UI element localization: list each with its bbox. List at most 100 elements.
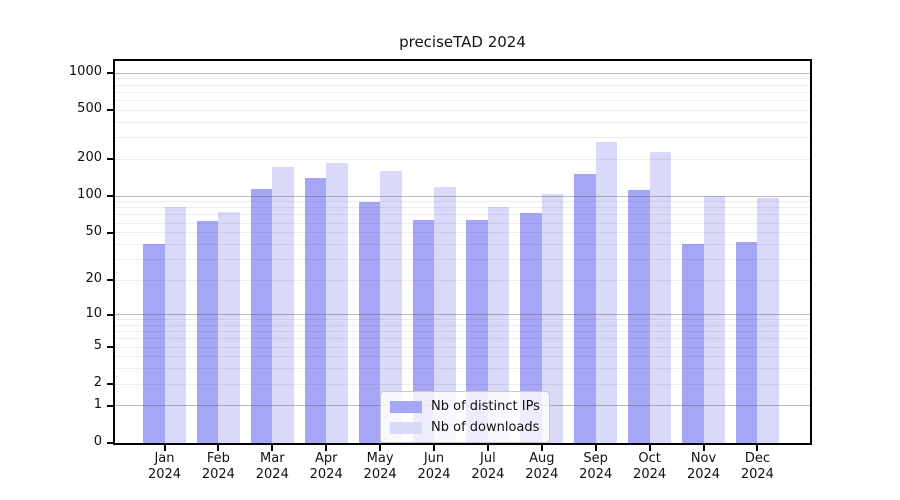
gridline-minor-6 (115, 338, 810, 340)
y-tick-label-2: 2 (93, 375, 102, 391)
gridline-minor-30 (115, 258, 810, 260)
bar-nov-downloads (703, 196, 725, 443)
y-tick-label-100: 100 (77, 187, 102, 203)
x-tick-month-jun: Jun (423, 451, 445, 466)
x-tick-jun (433, 445, 435, 451)
y-tick-label-1: 1 (93, 396, 102, 412)
bar-aug-distinct-ips (520, 212, 542, 443)
bar-sep-distinct-ips (574, 174, 596, 443)
gridline-minor-3 (115, 368, 810, 370)
x-tick-year-dec: 2024 (740, 467, 774, 482)
y-tick-1 (107, 404, 115, 407)
bar-feb-downloads (218, 212, 240, 443)
y-tick-1000 (107, 72, 115, 75)
y-tick-10 (107, 313, 115, 316)
bar-sep-downloads (595, 141, 618, 443)
gridline-minor-4 (115, 356, 810, 358)
gridline-minor-70 (115, 214, 810, 216)
x-tick-sep (594, 445, 597, 451)
x-tick-year-jun: 2024 (417, 467, 451, 482)
bar-dec-distinct-ips (735, 241, 758, 443)
plot-area (113, 59, 812, 445)
x-tick-month-may: May (366, 451, 394, 466)
x-tick-nov (702, 445, 705, 451)
y-tick-0 (107, 442, 115, 444)
gridline-minor-700 (115, 91, 810, 93)
bar-layer (115, 61, 810, 443)
bar-nov-distinct-ips (682, 244, 704, 443)
x-tick-label-jun: Jun 2024 (402, 451, 466, 483)
gridline-minor-60 (115, 222, 810, 224)
x-tick-label-jan: Jan 2024 (133, 451, 197, 483)
gridline-minor-800 (115, 84, 810, 86)
x-tick-month-jul: Jul (480, 451, 496, 466)
y-tick-label-200: 200 (77, 150, 102, 166)
bar-dec-downloads (757, 198, 779, 443)
bar-mar-distinct-ips (250, 188, 273, 443)
bar-may-distinct-ips (358, 201, 381, 443)
y-tick-2 (107, 383, 115, 386)
x-tick-feb (217, 445, 220, 451)
y-tick-label-0: 0 (93, 434, 102, 449)
x-tick-month-jan: Jan (154, 451, 175, 466)
y-tick-label-1000: 1000 (68, 64, 102, 80)
x-tick-month-oct: Oct (638, 451, 661, 466)
x-tick-may (379, 445, 382, 451)
gridline-minor-900 (115, 78, 810, 80)
x-tick-apr (325, 445, 328, 451)
gridline-minor-2 (115, 383, 810, 385)
x-tick-year-sep: 2024 (579, 467, 613, 482)
gridline-minor-80 (115, 207, 810, 209)
x-tick-year-feb: 2024 (201, 467, 235, 482)
gridline-minor-20 (115, 279, 810, 281)
bar-jun-distinct-ips (412, 219, 434, 443)
x-tick-jan (163, 445, 166, 451)
gridline-minor-500 (115, 109, 810, 111)
bar-jan-downloads (164, 206, 186, 443)
x-tick-label-feb: Feb 2024 (186, 451, 250, 483)
x-tick-mar (271, 445, 274, 451)
gridline-minor-9 (115, 319, 810, 321)
bar-oct-distinct-ips (628, 190, 650, 443)
y-tick-label-5: 5 (93, 338, 102, 354)
y-tick-500 (107, 109, 115, 112)
chart-title: preciseTAD 2024 (399, 33, 526, 51)
x-tick-label-jul: Jul 2024 (456, 451, 520, 483)
gridline-minor-200 (115, 158, 810, 160)
x-tick-month-apr: Apr (314, 451, 338, 466)
bar-jul-downloads (487, 206, 510, 443)
legend-item-distinct-ips: Nb of distinct IPs (390, 397, 540, 416)
y-tick-200 (107, 158, 115, 161)
x-tick-label-may: May 2024 (348, 451, 412, 483)
bar-jul-distinct-ips (466, 220, 488, 443)
gridline-minor-40 (115, 243, 810, 245)
y-tick-20 (107, 279, 115, 282)
x-tick-year-apr: 2024 (309, 467, 343, 482)
gridline-minor-50 (115, 232, 810, 234)
x-tick-label-aug: Aug 2024 (510, 451, 574, 483)
gridline-major-100 (115, 195, 810, 197)
bar-oct-downloads (649, 152, 672, 443)
y-tick-label-10: 10 (85, 305, 102, 321)
x-tick-label-dec: Dec 2024 (725, 451, 789, 483)
gridline-minor-400 (115, 121, 810, 123)
x-tick-label-sep: Sep 2024 (564, 451, 628, 483)
gridline-major-1000 (115, 72, 810, 74)
x-tick-year-jul: 2024 (471, 467, 505, 482)
x-tick-label-nov: Nov 2024 (672, 451, 736, 483)
legend-label-distinct-ips: Nb of distinct IPs (431, 399, 540, 414)
gridline-minor-600 (115, 100, 810, 102)
legend: Nb of distinct IPs Nb of downloads (380, 391, 550, 443)
bar-apr-distinct-ips (304, 178, 327, 443)
x-tick-year-oct: 2024 (633, 467, 667, 482)
legend-item-downloads: Nb of downloads (390, 418, 540, 437)
x-tick-month-mar: Mar (260, 451, 285, 466)
x-tick-month-dec: Dec (744, 451, 770, 466)
gridline-minor-8 (115, 324, 810, 326)
y-tick-5 (107, 346, 115, 349)
gridline-layer (115, 61, 810, 443)
bar-mar-downloads (272, 167, 294, 443)
gridline-major-10 (115, 314, 810, 316)
x-tick-jul (486, 445, 489, 451)
y-tick-label-20: 20 (85, 271, 102, 287)
